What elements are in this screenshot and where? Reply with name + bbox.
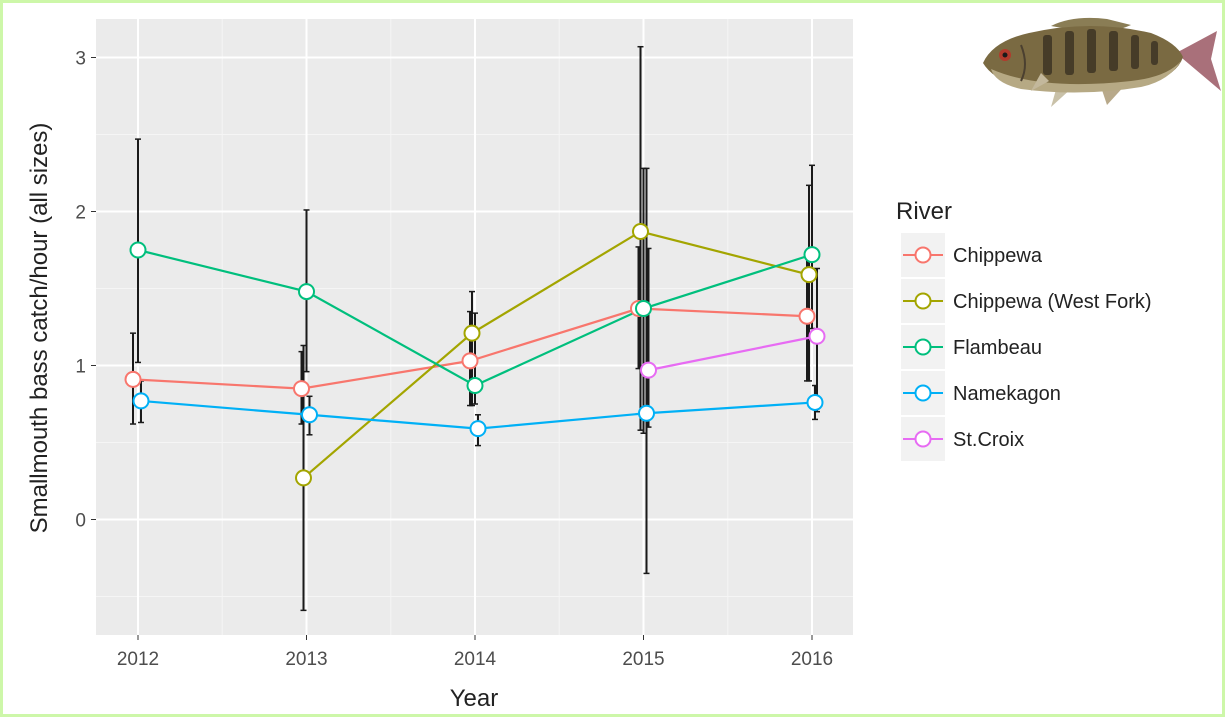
- data-point: [295, 469, 312, 487]
- legend-label: St.Croix: [953, 429, 1024, 451]
- legend-key-point: [914, 384, 932, 402]
- legend: Chippewa Chippewa (West Fork) Flambeau Name…: [901, 233, 1152, 461]
- chart-svg: 0 1 2 3 2012 2013 2014 2015 2016 Year Smallmout…: [26, 17, 1221, 712]
- data-point: [463, 324, 481, 342]
- data-point: [124, 370, 142, 388]
- smallmouth-bass-icon: [983, 17, 1221, 107]
- y-tick-label: 3: [75, 49, 86, 70]
- data-point: [803, 246, 821, 264]
- series-line: [302, 230, 810, 479]
- series-line: [648, 335, 818, 372]
- y-tick-label: 1: [75, 357, 86, 378]
- legend-label: Flambeau: [953, 337, 1042, 359]
- y-tick-label: 0: [75, 511, 86, 532]
- legend-title: River: [896, 198, 952, 225]
- x-tick-label: 2014: [454, 649, 497, 670]
- x-tick-label: 2012: [117, 649, 159, 670]
- y-ticks: 0 1 2 3: [75, 49, 96, 532]
- legend-label: Namekagon: [953, 383, 1061, 405]
- data-point: [301, 406, 318, 424]
- data-point: [640, 361, 657, 379]
- legend-key-point: [914, 430, 932, 448]
- data-point: [798, 307, 816, 325]
- legend-label: Chippewa: [953, 245, 1043, 267]
- data-point: [635, 300, 652, 318]
- x-axis-title: Year: [450, 685, 499, 712]
- data-point: [638, 404, 655, 422]
- data-point: [800, 266, 818, 284]
- data-point: [808, 327, 826, 345]
- data-point: [461, 352, 479, 370]
- legend-key-point: [914, 246, 932, 264]
- y-tick-label: 2: [75, 203, 86, 224]
- data-point: [132, 392, 150, 410]
- x-tick-label: 2015: [622, 649, 664, 670]
- data-point: [806, 393, 824, 411]
- data-point: [293, 380, 310, 398]
- x-tick-label: 2013: [285, 649, 327, 670]
- legend-label: Chippewa (West Fork): [953, 291, 1152, 313]
- data-point: [129, 241, 147, 259]
- data-point: [632, 223, 649, 241]
- series-points: [124, 223, 826, 487]
- data-point: [298, 283, 315, 301]
- x-ticks: 2012 2013 2014 2015 2016: [117, 635, 833, 670]
- legend-key-point: [914, 338, 932, 356]
- data-point: [469, 420, 487, 438]
- data-point: [466, 377, 484, 395]
- x-tick-label: 2016: [791, 649, 833, 670]
- legend-key-point: [914, 292, 932, 310]
- y-axis-title: Smallmouth bass catch/hour (all sizes): [26, 123, 53, 534]
